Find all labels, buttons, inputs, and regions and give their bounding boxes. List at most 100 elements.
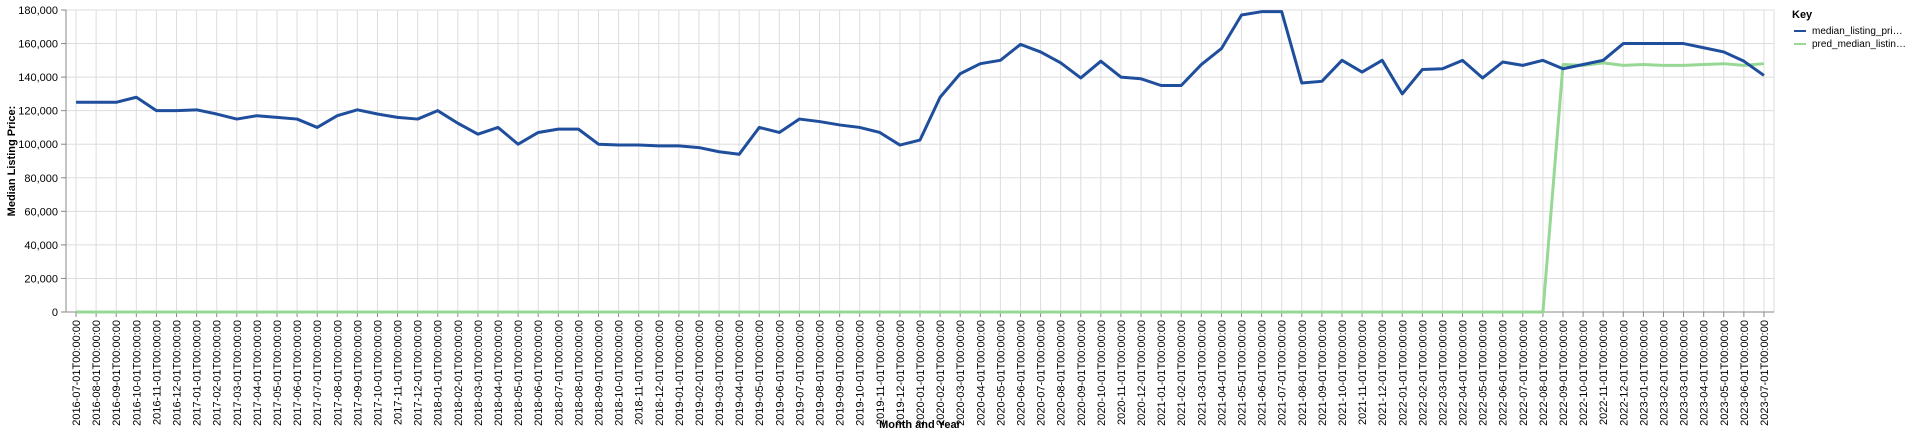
x-tick-label: 2023-01-01T00:00:00 <box>1638 320 1650 426</box>
y-tick-label: 60,000 <box>24 206 58 218</box>
x-tick-label: 2019-12-01T00:00:00 <box>895 320 907 426</box>
x-tick-label: 2022-10-01T00:00:00 <box>1578 320 1590 426</box>
x-tick-label: 2019-03-01T00:00:00 <box>714 320 726 426</box>
x-tick-label: 2022-01-01T00:00:00 <box>1397 320 1409 426</box>
x-tick-label: 2022-07-01T00:00:00 <box>1518 320 1530 426</box>
x-tick-label: 2018-09-01T00:00:00 <box>593 320 605 426</box>
x-tick-label: 2021-07-01T00:00:00 <box>1277 320 1289 426</box>
x-tick-label: 2018-02-01T00:00:00 <box>453 320 465 426</box>
x-tick-label: 2016-11-01T00:00:00 <box>151 320 163 425</box>
x-tick-label: 2017-08-01T00:00:00 <box>332 320 344 426</box>
x-tick-label: 2022-03-01T00:00:00 <box>1437 320 1449 426</box>
series-line <box>76 61 1765 314</box>
x-tick-label: 2021-02-01T00:00:00 <box>1176 320 1188 426</box>
x-tick-label: 2018-07-01T00:00:00 <box>553 320 565 426</box>
x-tick-label: 2021-01-01T00:00:00 <box>1156 320 1168 426</box>
x-tick-label: 2023-05-01T00:00:00 <box>1719 320 1731 426</box>
x-tick-label: 2017-02-01T00:00:00 <box>212 320 224 426</box>
x-tick-label: 2016-08-01T00:00:00 <box>91 320 103 426</box>
x-tick-label: 2019-05-01T00:00:00 <box>754 320 766 426</box>
x-tick-label: 2019-11-01T00:00:00 <box>875 320 887 425</box>
y-tick-label: 80,000 <box>24 173 58 185</box>
x-tick-label: 2017-05-01T00:00:00 <box>272 320 284 426</box>
y-tick-label: 100,000 <box>18 139 58 151</box>
x-tick-label: 2020-09-01T00:00:00 <box>1076 320 1088 426</box>
y-tick-label: 160,000 <box>18 39 58 51</box>
legend-label: median_listing_pri… <box>1812 26 1903 37</box>
x-axis-title: Month and Year <box>879 419 961 431</box>
x-tick-label: 2019-01-01T00:00:00 <box>674 320 686 426</box>
y-tick-label: 180,000 <box>18 5 58 17</box>
series-line <box>76 10 1765 156</box>
series-lines <box>76 10 1765 314</box>
legend: Key median_listing_pri… pred_median_listi… <box>1792 9 1906 50</box>
legend-title: Key <box>1792 9 1813 21</box>
x-tick-label: 2020-11-01T00:00:00 <box>1116 320 1128 425</box>
x-tick-label: 2018-05-01T00:00:00 <box>513 320 525 426</box>
x-tick-label: 2019-02-01T00:00:00 <box>694 320 706 426</box>
x-tick-label: 2022-02-01T00:00:00 <box>1417 320 1429 426</box>
x-tick-label: 2017-01-01T00:00:00 <box>192 320 204 426</box>
x-tick-label: 2018-12-01T00:00:00 <box>654 320 666 426</box>
x-tick-label: 2021-05-01T00:00:00 <box>1237 320 1249 426</box>
x-tick-label: 2018-04-01T00:00:00 <box>493 320 505 426</box>
x-tick-label: 2017-10-01T00:00:00 <box>372 320 384 426</box>
x-tick-label: 2018-08-01T00:00:00 <box>573 320 585 426</box>
x-tick-label: 2017-11-01T00:00:00 <box>393 320 405 425</box>
x-tick-label: 2020-03-01T00:00:00 <box>955 320 967 426</box>
x-tick-label: 2023-02-01T00:00:00 <box>1658 320 1670 426</box>
x-tick-label: 2018-03-01T00:00:00 <box>473 320 485 426</box>
x-tick-label: 2017-09-01T00:00:00 <box>352 320 364 426</box>
x-tick-label: 2021-10-01T00:00:00 <box>1337 320 1349 426</box>
x-tick-label: 2022-12-01T00:00:00 <box>1618 320 1630 426</box>
x-tick-label: 2019-10-01T00:00:00 <box>855 320 867 426</box>
x-tick-label: 2018-10-01T00:00:00 <box>614 320 626 426</box>
x-tick-label: 2019-08-01T00:00:00 <box>815 320 827 426</box>
x-tick-label: 2018-01-01T00:00:00 <box>433 320 445 426</box>
x-tick-label: 2020-01-01T00:00:00 <box>915 320 927 426</box>
x-tick-label: 2022-04-01T00:00:00 <box>1458 320 1470 426</box>
x-tick-label: 2021-09-01T00:00:00 <box>1317 320 1329 426</box>
x-tick-label: 2017-12-01T00:00:00 <box>413 320 425 426</box>
x-tick-label: 2023-03-01T00:00:00 <box>1679 320 1691 426</box>
x-tick-label: 2020-05-01T00:00:00 <box>995 320 1007 426</box>
x-tick-label: 2017-07-01T00:00:00 <box>312 320 324 426</box>
legend-label: pred_median_listin… <box>1812 39 1906 50</box>
x-tick-label: 2017-06-01T00:00:00 <box>292 320 304 426</box>
x-tick-label: 2023-07-01T00:00:00 <box>1759 320 1771 426</box>
x-tick-label: 2019-09-01T00:00:00 <box>835 320 847 426</box>
x-tick-label: 2020-04-01T00:00:00 <box>975 320 987 426</box>
x-tick-label: 2020-02-01T00:00:00 <box>935 320 947 426</box>
x-tick-label: 2019-06-01T00:00:00 <box>774 320 786 426</box>
x-tick-label: 2021-11-01T00:00:00 <box>1357 320 1369 425</box>
y-tick-label: 0 <box>52 307 58 319</box>
y-tick-label: 20,000 <box>24 273 58 285</box>
x-tick-label: 2023-04-01T00:00:00 <box>1699 320 1711 426</box>
x-tick-label: 2023-06-01T00:00:00 <box>1739 320 1751 426</box>
x-tick-label: 2021-04-01T00:00:00 <box>1216 320 1228 426</box>
x-tick-label: 2020-07-01T00:00:00 <box>1036 320 1048 426</box>
x-tick-label: 2016-07-01T00:00:00 <box>71 320 83 426</box>
x-tick-label: 2020-08-01T00:00:00 <box>1056 320 1068 426</box>
x-tick-label: 2017-03-01T00:00:00 <box>232 320 244 426</box>
x-tick-label: 2022-06-01T00:00:00 <box>1498 320 1510 426</box>
x-tick-label: 2018-11-01T00:00:00 <box>634 320 646 425</box>
y-tick-label: 120,000 <box>18 106 58 118</box>
x-tick-label: 2020-06-01T00:00:00 <box>1015 320 1027 426</box>
x-tick-label: 2017-04-01T00:00:00 <box>252 320 264 426</box>
x-tick-label: 2021-12-01T00:00:00 <box>1377 320 1389 426</box>
x-tick-label: 2021-03-01T00:00:00 <box>1196 320 1208 426</box>
y-tick-label: 40,000 <box>24 240 58 252</box>
x-tick-label: 2016-09-01T00:00:00 <box>111 320 123 426</box>
x-tick-label: 2019-04-01T00:00:00 <box>734 320 746 426</box>
x-tick-label: 2022-08-01T00:00:00 <box>1538 320 1550 426</box>
y-axis-title: Median Listing Price: <box>6 106 18 217</box>
x-tick-label: 2018-06-01T00:00:00 <box>533 320 545 426</box>
axes: 0 20,000 40,000 60,000 80,000 100,000 120,000 1… <box>18 5 1774 426</box>
x-tick-label: 2020-10-01T00:00:00 <box>1096 320 1108 426</box>
x-tick-label: 2016-10-01T00:00:00 <box>131 320 143 426</box>
x-tick-label: 2022-09-01T00:00:00 <box>1558 320 1570 426</box>
x-tick-label: 2021-08-01T00:00:00 <box>1297 320 1309 426</box>
y-tick-label: 140,000 <box>18 72 58 84</box>
